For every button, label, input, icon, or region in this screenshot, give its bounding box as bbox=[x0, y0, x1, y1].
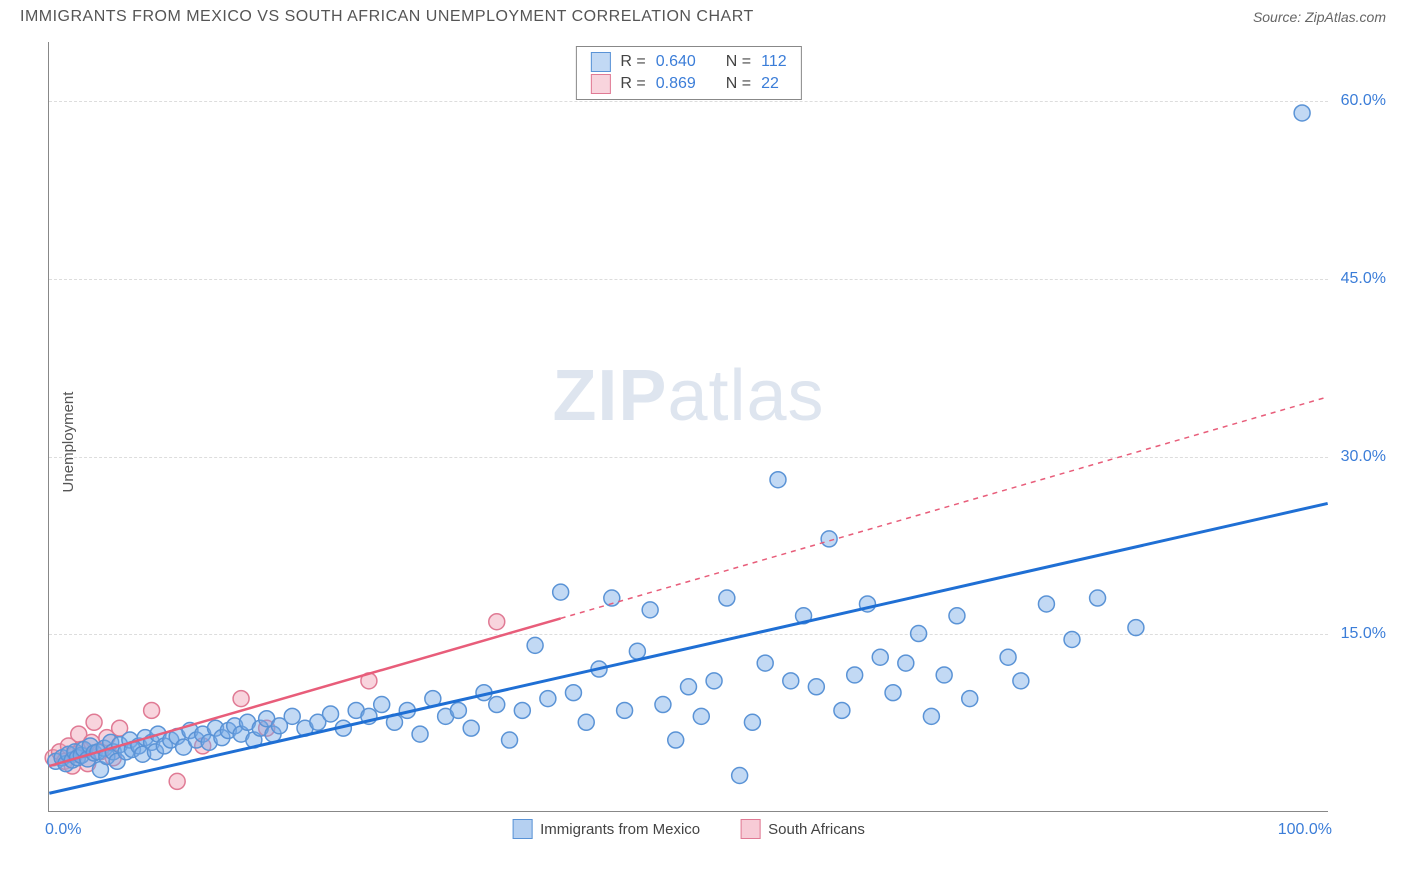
scatter-point bbox=[744, 714, 760, 730]
swatch-series1 bbox=[590, 52, 610, 72]
scatter-point bbox=[374, 697, 390, 713]
scatter-point bbox=[655, 697, 671, 713]
scatter-point bbox=[693, 708, 709, 724]
scatter-point bbox=[489, 614, 505, 630]
scatter-point bbox=[668, 732, 684, 748]
scatter-point bbox=[1090, 590, 1106, 606]
scatter-point bbox=[898, 655, 914, 671]
x-tick-0: 0.0% bbox=[45, 821, 81, 839]
scatter-point bbox=[169, 773, 185, 789]
scatter-point bbox=[1000, 649, 1016, 665]
scatter-point bbox=[681, 679, 697, 695]
scatter-point bbox=[489, 697, 505, 713]
scatter-point bbox=[450, 702, 466, 718]
scatter-point bbox=[642, 602, 658, 618]
x-tick-100: 100.0% bbox=[1278, 821, 1332, 839]
correlation-legend: R = 0.640 N = 112 R = 0.869 N = 22 bbox=[575, 46, 801, 100]
scatter-point bbox=[808, 679, 824, 695]
scatter-point bbox=[86, 714, 102, 730]
scatter-point bbox=[872, 649, 888, 665]
legend-item-series2: South Africans bbox=[740, 819, 865, 839]
scatter-svg bbox=[49, 42, 1328, 811]
scatter-point bbox=[502, 732, 518, 748]
trend-line-dashed bbox=[561, 397, 1328, 618]
chart-title: IMMIGRANTS FROM MEXICO VS SOUTH AFRICAN … bbox=[20, 8, 754, 26]
scatter-point bbox=[565, 685, 581, 701]
scatter-point bbox=[923, 708, 939, 724]
scatter-point bbox=[936, 667, 952, 683]
scatter-point bbox=[962, 691, 978, 707]
scatter-point bbox=[847, 667, 863, 683]
scatter-point bbox=[719, 590, 735, 606]
scatter-point bbox=[821, 531, 837, 547]
scatter-point bbox=[949, 608, 965, 624]
chart-container: Unemployment ZIPatlas 15.0%30.0%45.0%60.… bbox=[48, 42, 1388, 842]
scatter-point bbox=[514, 702, 530, 718]
scatter-point bbox=[527, 637, 543, 653]
scatter-point bbox=[412, 726, 428, 742]
scatter-point bbox=[463, 720, 479, 736]
scatter-point bbox=[885, 685, 901, 701]
scatter-point bbox=[911, 626, 927, 642]
legend-row-series1: R = 0.640 N = 112 bbox=[590, 51, 786, 73]
series-legend: Immigrants from Mexico South Africans bbox=[512, 819, 865, 839]
scatter-point bbox=[629, 643, 645, 659]
y-tick-label: 30.0% bbox=[1341, 448, 1386, 466]
swatch-series2 bbox=[590, 74, 610, 94]
scatter-point bbox=[706, 673, 722, 689]
scatter-point bbox=[284, 708, 300, 724]
y-tick-label: 60.0% bbox=[1341, 92, 1386, 110]
scatter-point bbox=[144, 702, 160, 718]
swatch-series2-bottom bbox=[740, 819, 760, 839]
plot-area: ZIPatlas 15.0%30.0%45.0%60.0% R = 0.640 … bbox=[48, 42, 1328, 812]
swatch-series1-bottom bbox=[512, 819, 532, 839]
y-tick-label: 45.0% bbox=[1341, 270, 1386, 288]
scatter-point bbox=[1064, 631, 1080, 647]
trend-line bbox=[49, 503, 1327, 793]
scatter-point bbox=[323, 706, 339, 722]
scatter-point bbox=[757, 655, 773, 671]
scatter-point bbox=[783, 673, 799, 689]
scatter-point bbox=[617, 702, 633, 718]
scatter-point bbox=[1294, 105, 1310, 121]
legend-row-series2: R = 0.869 N = 22 bbox=[590, 73, 786, 95]
scatter-point bbox=[1128, 620, 1144, 636]
scatter-point bbox=[233, 691, 249, 707]
scatter-point bbox=[732, 768, 748, 784]
scatter-point bbox=[834, 702, 850, 718]
legend-item-series1: Immigrants from Mexico bbox=[512, 819, 700, 839]
scatter-point bbox=[1013, 673, 1029, 689]
scatter-point bbox=[578, 714, 594, 730]
scatter-point bbox=[770, 472, 786, 488]
scatter-point bbox=[1038, 596, 1054, 612]
scatter-point bbox=[553, 584, 569, 600]
source-attribution: Source: ZipAtlas.com bbox=[1253, 9, 1386, 25]
y-tick-label: 15.0% bbox=[1341, 625, 1386, 643]
scatter-point bbox=[540, 691, 556, 707]
